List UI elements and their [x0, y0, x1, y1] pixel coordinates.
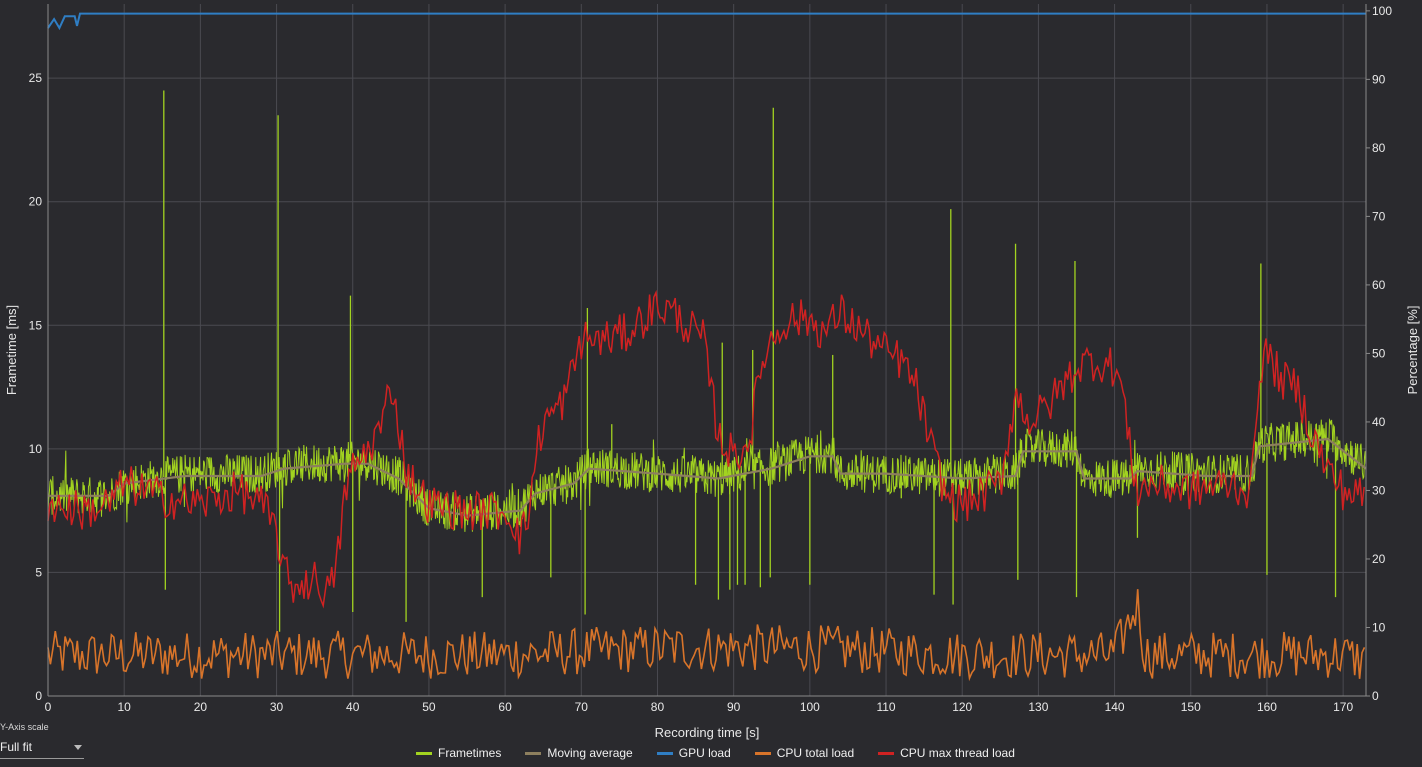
legend-label: GPU load: [678, 746, 731, 760]
x-tick-label: 30: [270, 700, 284, 714]
y-left-tick-label: 20: [29, 195, 43, 209]
y-right-tick-label: 90: [1372, 72, 1386, 86]
y-left-tick-label: 5: [35, 565, 42, 579]
legend-swatch: [754, 751, 771, 755]
y-right-tick-label: 50: [1372, 346, 1386, 360]
x-tick-label: 100: [800, 700, 820, 714]
x-tick-label: 140: [1105, 700, 1125, 714]
legend-swatch: [656, 751, 673, 755]
y-right-tick-label: 20: [1372, 552, 1386, 566]
legend-label: Moving average: [547, 746, 633, 760]
chevron-down-icon: [74, 744, 82, 750]
legend-item[interactable]: Moving average: [525, 746, 633, 760]
legend-label: CPU total load: [776, 746, 855, 760]
y-right-tick-label: 40: [1372, 415, 1386, 429]
y-axis-scale-control: Y-Axis scale Full fit: [0, 722, 90, 759]
legend-swatch: [416, 751, 432, 755]
y-axis-scale-dropdown[interactable]: Full fit: [0, 736, 84, 759]
x-tick-label: 160: [1257, 700, 1277, 714]
y-right-tick-label: 80: [1372, 141, 1386, 155]
y-left-tick-label: 10: [29, 442, 43, 456]
x-axis-title: Recording time [s]: [655, 725, 760, 740]
series-moving-average: [48, 437, 1367, 517]
x-tick-label: 40: [346, 700, 360, 714]
y-right-tick-label: 10: [1372, 620, 1386, 634]
series-cpu-max-thread-load: [47, 289, 1365, 609]
series-layer: [47, 12, 1367, 682]
y-left-tick-label: 0: [35, 689, 42, 703]
y-right-tick-label: 100: [1372, 4, 1392, 18]
y-right-tick-label: 70: [1372, 209, 1386, 223]
x-tick-label: 60: [498, 700, 512, 714]
y-axis-scale-caption: Y-Axis scale: [0, 722, 49, 732]
x-tick-label: 110: [876, 700, 895, 714]
y-axis-right-title: Percentage [%]: [1405, 306, 1420, 395]
x-tick-label: 10: [118, 700, 132, 714]
legend: Frametimes Moving average GPU load CPU tota…: [416, 746, 1039, 760]
legend-item[interactable]: CPU total load: [754, 746, 855, 760]
legend-swatch: [878, 751, 895, 755]
x-tick-label: 90: [727, 700, 741, 714]
y-axis-scale-value: Full fit: [0, 740, 33, 754]
legend-label: CPU max thread load: [900, 746, 1015, 760]
legend-label: Frametimes: [438, 746, 502, 760]
x-tick-label: 130: [1028, 700, 1048, 714]
series-cpu-total-load: [47, 589, 1366, 682]
axes-layer: 0 10 20 30 40 50 60 70 80 90 100 110 120 130 140 150 160…: [29, 4, 1393, 714]
y-left-tick-label: 15: [29, 318, 43, 332]
legend-swatch: [525, 751, 542, 755]
y-axis-left-title: Frametime [ms]: [4, 305, 19, 395]
x-tick-label: 120: [952, 700, 972, 714]
series-frametimes: [47, 418, 1367, 532]
legend-item[interactable]: Frametimes: [416, 746, 501, 760]
x-tick-label: 50: [422, 700, 436, 714]
x-tick-label: 70: [575, 700, 589, 714]
x-tick-label: 0: [45, 700, 52, 714]
x-tick-label: 20: [194, 700, 208, 714]
y-right-tick-label: 30: [1372, 483, 1386, 497]
x-tick-label: 150: [1181, 700, 1201, 714]
legend-item[interactable]: CPU max thread load: [878, 746, 1015, 760]
series-gpu-load: [47, 12, 1366, 31]
legend-item[interactable]: GPU load: [656, 746, 731, 760]
y-left-tick-label: 25: [29, 71, 43, 85]
x-tick-label: 170: [1333, 700, 1353, 714]
x-tick-label: 80: [651, 700, 665, 714]
y-right-tick-label: 60: [1372, 278, 1386, 292]
y-right-tick-label: 0: [1372, 689, 1379, 703]
